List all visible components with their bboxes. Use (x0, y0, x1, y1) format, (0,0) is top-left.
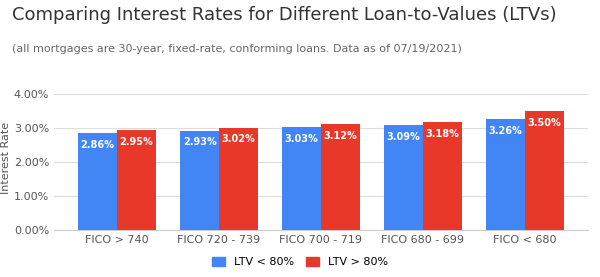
Text: 3.03%: 3.03% (285, 134, 319, 144)
Bar (486, 119, 525, 230)
Bar (219, 127, 258, 230)
Bar (78, 133, 117, 230)
Text: 3.18%: 3.18% (425, 129, 460, 139)
Text: 3.09%: 3.09% (387, 132, 421, 142)
Bar (321, 124, 360, 230)
Text: 3.50%: 3.50% (527, 118, 561, 128)
Legend: LTV < 80%, LTV > 80%: LTV < 80%, LTV > 80% (208, 252, 392, 271)
Bar (384, 125, 423, 230)
Bar (423, 122, 462, 230)
Text: 3.12%: 3.12% (323, 131, 357, 141)
Y-axis label: Interest Rate: Interest Rate (1, 122, 11, 194)
Text: Comparing Interest Rates for Different Loan-to-Values (LTVs): Comparing Interest Rates for Different L… (12, 6, 557, 24)
Text: 3.02%: 3.02% (221, 134, 255, 144)
Bar (117, 130, 156, 230)
Text: (all mortgages are 30-year, fixed-rate, conforming loans. Data as of 07/19/2021): (all mortgages are 30-year, fixed-rate, … (12, 44, 462, 54)
Bar (525, 111, 564, 230)
Bar (180, 131, 219, 230)
Text: 2.95%: 2.95% (119, 137, 153, 147)
Text: 3.26%: 3.26% (489, 126, 523, 136)
Bar (282, 127, 321, 230)
Text: 2.86%: 2.86% (81, 140, 115, 150)
Text: 2.93%: 2.93% (183, 137, 217, 147)
